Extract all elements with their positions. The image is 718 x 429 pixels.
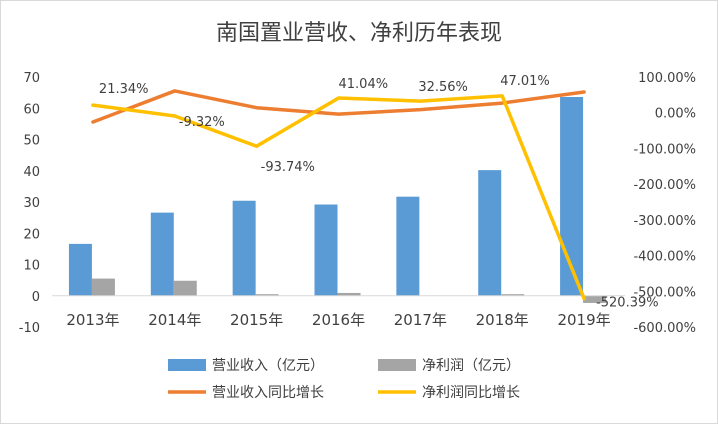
category-label: 2015年 xyxy=(230,311,283,329)
category-label: 2016年 xyxy=(312,311,365,329)
legend-label: 净利润同比增长 xyxy=(422,385,520,401)
bar-net-profit xyxy=(173,280,197,296)
category-label: 2014年 xyxy=(148,311,201,329)
category-label: 2018年 xyxy=(476,311,529,329)
right-tick-label: -200.00% xyxy=(633,178,696,193)
right-axis: 100.00% 0.00% -100.00% -200.00% -300.00% -400… xyxy=(633,71,696,336)
bar-net-profit xyxy=(337,292,361,296)
bar-net-profit xyxy=(583,295,607,303)
bar-net-profit xyxy=(91,278,115,296)
net-profit-growth-data-label: 32.56% xyxy=(418,80,468,95)
bar-revenue xyxy=(560,97,584,296)
left-axis: 70 60 50 40 30 20 10 0 -10 xyxy=(19,71,40,336)
bar-series-group xyxy=(52,97,625,303)
right-tick-label: 0.00% xyxy=(655,107,696,122)
left-tick-label: 30 xyxy=(23,196,40,211)
bar-net-profit xyxy=(501,294,525,296)
left-tick-label: 10 xyxy=(23,259,40,274)
left-tick-label: 20 xyxy=(23,227,40,242)
right-tick-label: 100.00% xyxy=(638,71,696,86)
net-profit-growth-data-label: -93.74% xyxy=(261,160,315,175)
line-series-group xyxy=(91,89,586,301)
category-label: 2017年 xyxy=(394,311,447,329)
chart-title: 南国置业营收、净利历年表现 xyxy=(216,21,502,46)
net-profit-growth-data-label: 41.04% xyxy=(339,77,389,92)
legend-label: 营业收入同比增长 xyxy=(212,385,324,401)
bar-revenue xyxy=(232,200,256,296)
left-tick-label: 50 xyxy=(23,134,40,149)
right-tick-label: -500.00% xyxy=(633,285,696,300)
legend-swatch xyxy=(168,359,206,371)
category-axis: 2013年 2014年 2015年 2016年 2017年 2018年 2019年 xyxy=(66,311,610,329)
net-profit-growth-data-label: -520.39% xyxy=(596,296,659,311)
right-tick-label: -300.00% xyxy=(633,214,696,229)
left-tick-label: -10 xyxy=(19,321,40,336)
legend: 营业收入（亿元） 净利润（亿元） 营业收入同比增长 净利润同比增长 xyxy=(168,358,520,401)
right-tick-label: -400.00% xyxy=(633,250,696,265)
left-tick-label: 70 xyxy=(23,71,40,86)
category-label: 2019年 xyxy=(557,311,610,329)
left-tick-label: 40 xyxy=(23,165,40,180)
legend-swatch xyxy=(378,359,416,371)
bar-revenue xyxy=(396,196,420,296)
bar-net-profit xyxy=(255,294,279,296)
category-label: 2013年 xyxy=(66,311,119,329)
bar-revenue xyxy=(314,204,338,296)
right-tick-label: -100.00% xyxy=(633,142,696,157)
net-profit-growth-data-label: 21.34% xyxy=(99,82,149,97)
legend-label: 净利润（亿元） xyxy=(422,358,520,374)
legend-label: 营业收入（亿元） xyxy=(212,358,324,374)
left-tick-label: 60 xyxy=(23,102,40,117)
revenue-growth-line xyxy=(91,89,586,124)
right-tick-label: -600.00% xyxy=(633,321,696,336)
data-labels: 21.34% -9.32% -93.74% 41.04% 32.56% 47.01% -52… xyxy=(99,74,659,311)
bar-revenue xyxy=(68,243,92,296)
net-profit-growth-line xyxy=(91,94,586,301)
net-profit-growth-data-label: 47.01% xyxy=(500,74,550,89)
bar-revenue xyxy=(150,212,174,296)
left-tick-label: 0 xyxy=(32,290,40,305)
bar-revenue xyxy=(478,170,502,296)
net-profit-growth-data-label: -9.32% xyxy=(179,115,225,130)
